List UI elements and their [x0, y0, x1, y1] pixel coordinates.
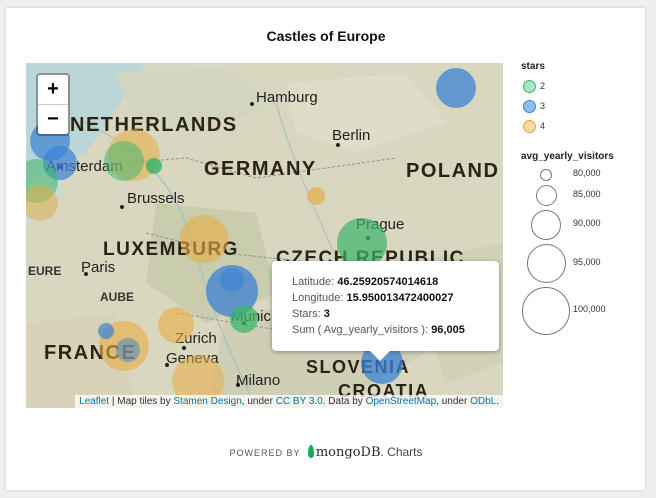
marker-tooltip: Latitude: 46.25920574014618 Longitude: 1… — [272, 261, 499, 361]
tooltip-stars-label: Stars: — [292, 308, 321, 320]
size-legend-title: avg_yearly_visitors — [521, 151, 614, 162]
size-legend-circle — [535, 185, 557, 206]
castle-marker[interactable] — [180, 215, 228, 263]
chart-card: Castles of Europe — [6, 8, 645, 490]
zoom-control: + − — [36, 73, 70, 136]
size-legend-label: 85,000 — [573, 188, 601, 199]
map-label-milano: Milano — [236, 372, 280, 389]
size-legend-circle — [522, 287, 570, 335]
map-tiles: NETHERLANDS GERMANY POLAND LUXEMBURG CZE… — [26, 63, 503, 408]
legend-swatch — [523, 80, 536, 93]
size-legend-circle — [526, 244, 566, 283]
size-legend-circle — [540, 169, 552, 181]
attribution-text-3: . Data by — [322, 396, 366, 407]
stars-legend-title: stars — [521, 61, 545, 72]
cc-by-link[interactable]: CC BY 3.0 — [275, 396, 323, 407]
stars-legend: stars 2 3 4 — [521, 61, 545, 138]
size-legend-circle — [531, 210, 561, 240]
zoom-out-button[interactable]: − — [38, 104, 68, 134]
map-label-paris: Paris — [81, 259, 115, 276]
attribution-text-1: | Map tiles by — [109, 396, 174, 407]
attribution-text-2: , under — [241, 396, 276, 407]
openstreetmap-link[interactable]: OpenStreetMap — [365, 396, 437, 407]
castle-marker[interactable] — [98, 323, 114, 339]
charts-product-name: . Charts — [380, 445, 423, 459]
size-legend-label: 95,000 — [573, 256, 601, 267]
zoom-in-button[interactable]: + — [47, 78, 59, 100]
map-label-brussels: Brussels — [127, 190, 185, 207]
stars-legend-item[interactable]: 3 — [521, 98, 545, 118]
odbl-link[interactable]: ODbL — [470, 396, 497, 407]
tooltip-arrow — [370, 351, 390, 361]
powered-by-footer: POWERED BY mongoDB. Charts — [6, 445, 646, 460]
legend-swatch — [523, 120, 536, 133]
size-legend-label: 90,000 — [573, 218, 601, 228]
map-view[interactable]: NETHERLANDS GERMANY POLAND LUXEMBURG CZE… — [26, 63, 503, 408]
stars-legend-item[interactable]: 4 — [521, 118, 545, 138]
chart-title: Castles of Europe — [266, 28, 386, 44]
stars-legend-item[interactable]: 2 — [521, 78, 545, 98]
legend-item-label: 2 — [540, 81, 546, 91]
tooltip-latitude-value: 46.25920574014618 — [337, 276, 439, 288]
map-label-germany: GERMANY — [204, 158, 317, 180]
attribution-text-4: , under — [436, 396, 471, 407]
attribution-text-5: . — [496, 396, 499, 407]
castle-marker[interactable] — [307, 187, 325, 205]
tooltip-sum-label: Sum ( Avg_yearly_visitors ): — [292, 324, 429, 336]
size-legend-label: 100,000 — [573, 304, 606, 314]
legend-item-label: 3 — [540, 101, 546, 111]
map-label-hamburg: Hamburg — [256, 89, 318, 106]
tooltip-longitude-value: 15.950013472400027 — [346, 292, 454, 304]
castle-marker[interactable] — [116, 338, 140, 362]
powered-by-text: POWERED BY — [229, 448, 301, 458]
castle-marker[interactable] — [26, 185, 58, 221]
legend-item-label: 4 — [540, 121, 546, 131]
size-legend-label: 80,000 — [573, 168, 601, 178]
map-label-eure: EURE — [28, 264, 61, 278]
castle-marker[interactable] — [337, 218, 387, 268]
map-label-aube: AUBE — [100, 290, 134, 304]
size-legend: avg_yearly_visitors 80,000 85,000 90,000 95… — [521, 151, 614, 335]
castle-marker[interactable] — [436, 68, 476, 108]
castle-markers — [26, 68, 476, 407]
castle-marker[interactable] — [172, 355, 224, 407]
tooltip-longitude-label: Longitude: — [292, 292, 344, 304]
mongodb-leaf-icon — [307, 445, 314, 458]
stamen-link[interactable]: Stamen Design — [173, 396, 242, 407]
castle-marker[interactable] — [158, 307, 194, 343]
castle-marker[interactable] — [104, 141, 144, 181]
tooltip-stars-value: 3 — [323, 308, 330, 320]
leaflet-link[interactable]: Leaflet — [79, 396, 110, 407]
map-attribution: Leaflet | Map tiles by Stamen Design, un… — [75, 395, 503, 408]
castle-marker[interactable] — [146, 158, 162, 174]
castle-marker[interactable] — [230, 305, 258, 333]
castle-marker[interactable] — [220, 268, 244, 292]
map-label-netherlands: NETHERLANDS — [70, 114, 238, 136]
legend-swatch — [523, 100, 536, 113]
mongodb-brand: mongoDB — [315, 445, 381, 460]
tooltip-latitude-label: Latitude: — [292, 276, 335, 288]
map-label-berlin: Berlin — [332, 127, 370, 144]
tooltip-sum-value: 96,005 — [431, 324, 465, 336]
map-label-poland: POLAND — [406, 160, 499, 182]
